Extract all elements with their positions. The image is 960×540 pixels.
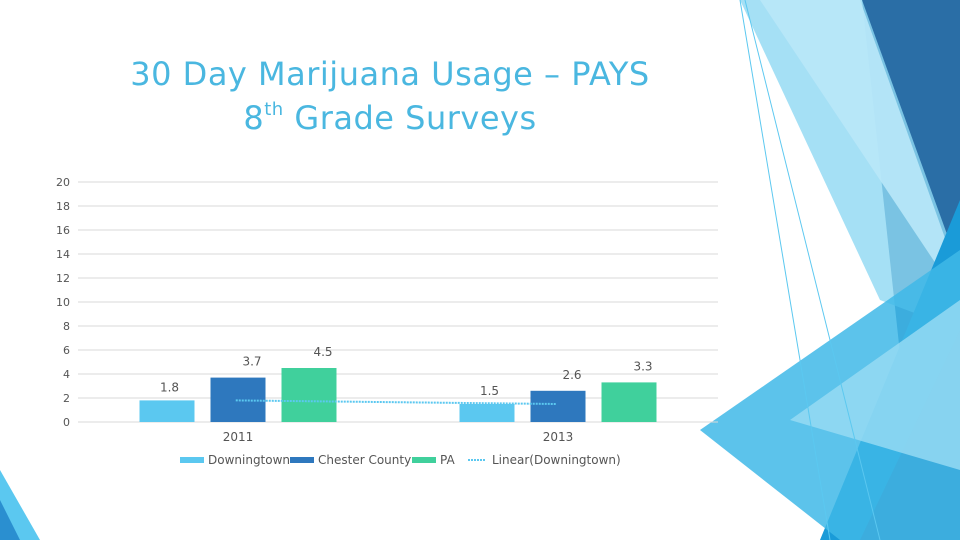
data-label: 3.7 [242, 355, 261, 369]
y-tick-label: 20 [56, 176, 70, 189]
y-tick-label: 4 [63, 368, 70, 381]
bar [601, 382, 657, 422]
trendline [235, 399, 556, 405]
y-tick-label: 0 [63, 416, 70, 429]
data-label: 2.6 [562, 368, 581, 382]
data-label: 4.5 [313, 345, 332, 359]
legend-label: Downingtown [208, 453, 290, 467]
legend-swatch [290, 457, 314, 463]
legend-swatch [412, 457, 436, 463]
legend-label: Linear(Downingtown) [492, 453, 621, 467]
y-tick-label: 18 [56, 200, 70, 213]
y-tick-label: 2 [63, 392, 70, 405]
data-label: 3.3 [633, 359, 652, 373]
y-tick-label: 14 [56, 248, 70, 261]
slide-title: 30 Day Marijuana Usage – PAYS 8th Grade … [80, 52, 700, 140]
title-line-2: 8th Grade Surveys [80, 96, 700, 140]
bar [459, 404, 515, 422]
title-line-1: 30 Day Marijuana Usage – PAYS [130, 55, 650, 93]
title-line-2-rest: Grade Surveys [283, 99, 537, 137]
data-label: 1.8 [160, 380, 179, 394]
y-tick-label: 8 [63, 320, 70, 333]
y-tick-label: 16 [56, 224, 70, 237]
legend-label: PA [440, 453, 455, 467]
x-category-label: 2013 [543, 430, 574, 444]
title-grade-number: 8 [243, 99, 265, 137]
data-label: 1.5 [480, 384, 499, 398]
title-grade-suffix: th [264, 99, 284, 120]
bar [530, 390, 586, 422]
bar [281, 368, 337, 422]
y-tick-label: 12 [56, 272, 70, 285]
legend-swatch [180, 457, 204, 463]
y-tick-label: 6 [63, 344, 70, 357]
x-category-label: 2011 [223, 430, 254, 444]
bar [210, 377, 266, 422]
y-tick-label: 10 [56, 296, 70, 309]
legend-label: Chester County [318, 453, 411, 467]
bar [139, 400, 195, 422]
